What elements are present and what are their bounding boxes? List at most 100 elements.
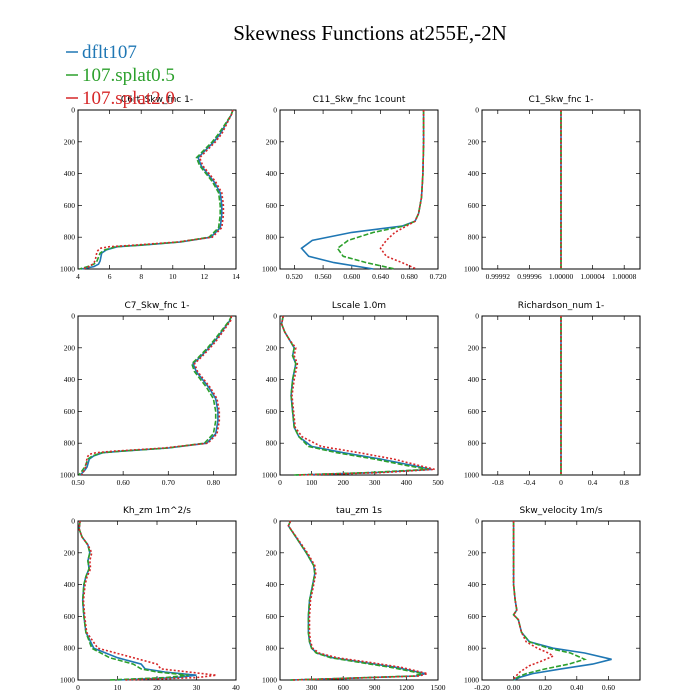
series-line-dflt107 xyxy=(78,520,197,681)
x-tick-label: 300 xyxy=(306,683,318,692)
plot-frame xyxy=(279,109,439,270)
y-tick-label: 400 xyxy=(266,375,278,384)
x-tick-label: 300 xyxy=(369,478,381,487)
series-line-107.splat0.5 xyxy=(280,315,429,476)
y-tick-label: 600 xyxy=(64,612,76,621)
series-line-107.splat2.0 xyxy=(287,520,431,681)
panel-8: tau_zm 1s 0 300 600 900 1200 1500 0 200 400 600 800… xyxy=(262,506,446,692)
y-tick-label: 200 xyxy=(64,548,76,557)
panel-2: C11_Skw_fnc 1count 0.520 0.560 0.600 0.640 0.… xyxy=(262,95,447,281)
x-tick-label: 20 xyxy=(153,683,161,692)
x-tick-label: 0.600 xyxy=(343,272,360,281)
x-tick-label: 1200 xyxy=(399,683,414,692)
series-line-dflt107 xyxy=(280,315,432,476)
x-tick-label: 0.640 xyxy=(372,272,389,281)
x-tick-label: 600 xyxy=(338,683,350,692)
y-tick-label: 800 xyxy=(266,644,278,653)
y-tick-label: 600 xyxy=(64,201,76,210)
panel-title: C7_Skw_fnc 1- xyxy=(125,301,190,311)
y-tick-label: 200 xyxy=(266,137,278,146)
plot-frame xyxy=(77,520,237,681)
x-tick-label: 1500 xyxy=(431,683,446,692)
legend-label: 107.splat0.5 xyxy=(82,65,175,86)
y-tick-label: 600 xyxy=(266,201,278,210)
x-tick-label: -0.8 xyxy=(492,478,504,487)
y-tick-label: 200 xyxy=(468,343,480,352)
x-tick-label: 30 xyxy=(193,683,201,692)
panel-3: C1_Skw_fnc 1- 0.99992 0.99996 1.00000 1.0000… xyxy=(464,95,641,281)
y-tick-label: 400 xyxy=(64,169,76,178)
series-line-107.splat2.0 xyxy=(82,109,234,270)
y-tick-label: 1000 xyxy=(60,471,75,480)
y-tick-label: 200 xyxy=(266,548,278,557)
series-line-107.splat0.5 xyxy=(287,520,423,681)
x-tick-label: 0 xyxy=(278,683,282,692)
x-tick-label: 8 xyxy=(139,272,143,281)
x-tick-label: 0 xyxy=(559,478,563,487)
panel-4: C7_Skw_fnc 1- 0.50 0.60 0.70 0.80 0 200 400 600 8… xyxy=(60,301,237,487)
y-tick-label: 1000 xyxy=(262,471,277,480)
y-tick-label: 800 xyxy=(64,644,76,653)
x-tick-label: 12 xyxy=(201,272,209,281)
x-tick-label: 0.99996 xyxy=(517,272,542,281)
legend-label: dflt107 xyxy=(82,42,137,63)
series-line-107.splat2.0 xyxy=(379,110,425,270)
x-tick-label: 0 xyxy=(76,683,80,692)
panel-title: Skw_velocity 1m/s xyxy=(519,506,602,516)
x-tick-label: -0.4 xyxy=(523,478,535,487)
x-tick-label: 400 xyxy=(401,478,413,487)
y-tick-label: 800 xyxy=(64,233,76,242)
y-tick-label: 1000 xyxy=(464,676,479,685)
x-tick-label: 0.60 xyxy=(602,683,615,692)
series-line-107.splat2.0 xyxy=(78,520,217,681)
series-line-dflt107 xyxy=(512,521,612,681)
y-tick-label: 400 xyxy=(468,169,480,178)
y-tick-label: 1000 xyxy=(60,676,75,685)
y-tick-label: 600 xyxy=(468,612,480,621)
panel-title: Richardson_num 1- xyxy=(518,301,605,311)
y-tick-label: 1000 xyxy=(464,265,479,274)
y-tick-label: 1000 xyxy=(262,265,277,274)
x-tick-label: 1.00004 xyxy=(580,272,605,281)
panel-5: Lscale 1.0m 0 100 200 300 400 500 0 200 400 600 800… xyxy=(262,301,444,487)
y-tick-label: 1000 xyxy=(60,265,75,274)
x-tick-label: 40 xyxy=(232,683,240,692)
y-tick-label: 800 xyxy=(266,233,278,242)
y-tick-label: 400 xyxy=(468,375,480,384)
y-tick-label: 1000 xyxy=(464,471,479,480)
x-tick-label: 0.4 xyxy=(588,478,598,487)
x-tick-label: 4 xyxy=(76,272,80,281)
y-tick-label: 0 xyxy=(273,517,277,526)
x-tick-label: 100 xyxy=(306,478,318,487)
panel-title: C6rt_Skw_fnc 1- xyxy=(121,95,193,105)
panel-1: C6rt_Skw_fnc 1- 4 6 8 10 12 14 0 200 400 600 800 100… xyxy=(60,95,240,281)
x-tick-label: 0.720 xyxy=(430,272,447,281)
y-tick-label: 200 xyxy=(266,343,278,352)
plot-frame xyxy=(77,109,237,270)
plot-frame xyxy=(279,520,439,681)
x-tick-label: 0.99992 xyxy=(486,272,511,281)
series-line-107.splat0.5 xyxy=(78,520,189,681)
x-tick-label: 0.560 xyxy=(315,272,332,281)
x-tick-label: 10 xyxy=(114,683,122,692)
x-tick-label: 0.680 xyxy=(401,272,418,281)
x-tick-label: 0.40 xyxy=(570,683,583,692)
x-tick-label: 1.00008 xyxy=(612,272,637,281)
x-tick-label: 0.70 xyxy=(162,478,175,487)
y-tick-label: 0 xyxy=(71,517,75,526)
y-tick-label: 400 xyxy=(64,375,76,384)
series-line-107.splat2.0 xyxy=(512,521,555,681)
panel-title: tau_zm 1s xyxy=(336,506,382,516)
y-tick-label: 800 xyxy=(468,644,480,653)
x-tick-label: 500 xyxy=(432,478,444,487)
y-tick-label: 800 xyxy=(266,439,278,448)
x-tick-label: -0.20 xyxy=(474,683,490,692)
y-tick-label: 0 xyxy=(475,312,479,321)
y-tick-label: 400 xyxy=(266,580,278,589)
y-tick-label: 0 xyxy=(71,312,75,321)
y-tick-label: 400 xyxy=(64,580,76,589)
y-tick-label: 0 xyxy=(475,106,479,115)
